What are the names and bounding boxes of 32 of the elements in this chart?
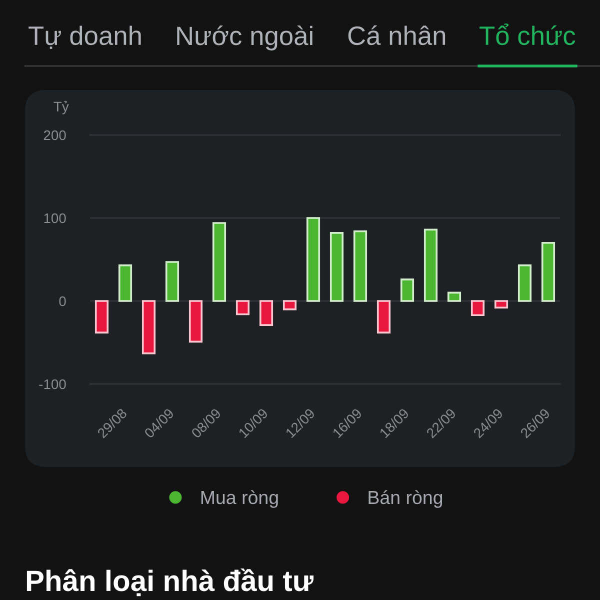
- bar: [353, 230, 368, 302]
- text: Phân loại nhà đầu tư: [26, 568, 314, 596]
- text: Tự doanh: [28, 26, 141, 49]
- text: Nước ngoài: [177, 26, 312, 50]
- bar: [400, 278, 414, 302]
- bar: [236, 300, 250, 316]
- bar: [541, 242, 556, 302]
- bar: [376, 300, 391, 334]
- bar: [165, 261, 180, 302]
- legend-label: Mua ròng: [201, 490, 278, 508]
- bar: [424, 228, 438, 302]
- bar: [494, 300, 508, 309]
- chart-title: Tổ chức: [480, 24, 576, 46]
- bar: [282, 300, 297, 310]
- bar: [330, 232, 344, 302]
- bar: [212, 222, 226, 302]
- y-tick-label: -100: [39, 379, 66, 390]
- y-tick-label: 200: [44, 130, 66, 140]
- bar: [142, 300, 156, 354]
- bar: [118, 264, 132, 302]
- text: Cá nhân: [348, 25, 446, 46]
- y-axis-title: Tỷ: [54, 100, 69, 114]
- bar: [306, 217, 320, 302]
- bar: [470, 300, 485, 316]
- bar: [447, 292, 462, 302]
- legend-label: Bán ròng: [368, 490, 442, 508]
- y-tick-label: 0: [59, 296, 66, 306]
- bar: [518, 264, 532, 302]
- bar: [94, 300, 109, 334]
- bar: [259, 300, 274, 326]
- bar: [188, 300, 203, 343]
- y-tick-label: 100: [44, 213, 66, 224]
